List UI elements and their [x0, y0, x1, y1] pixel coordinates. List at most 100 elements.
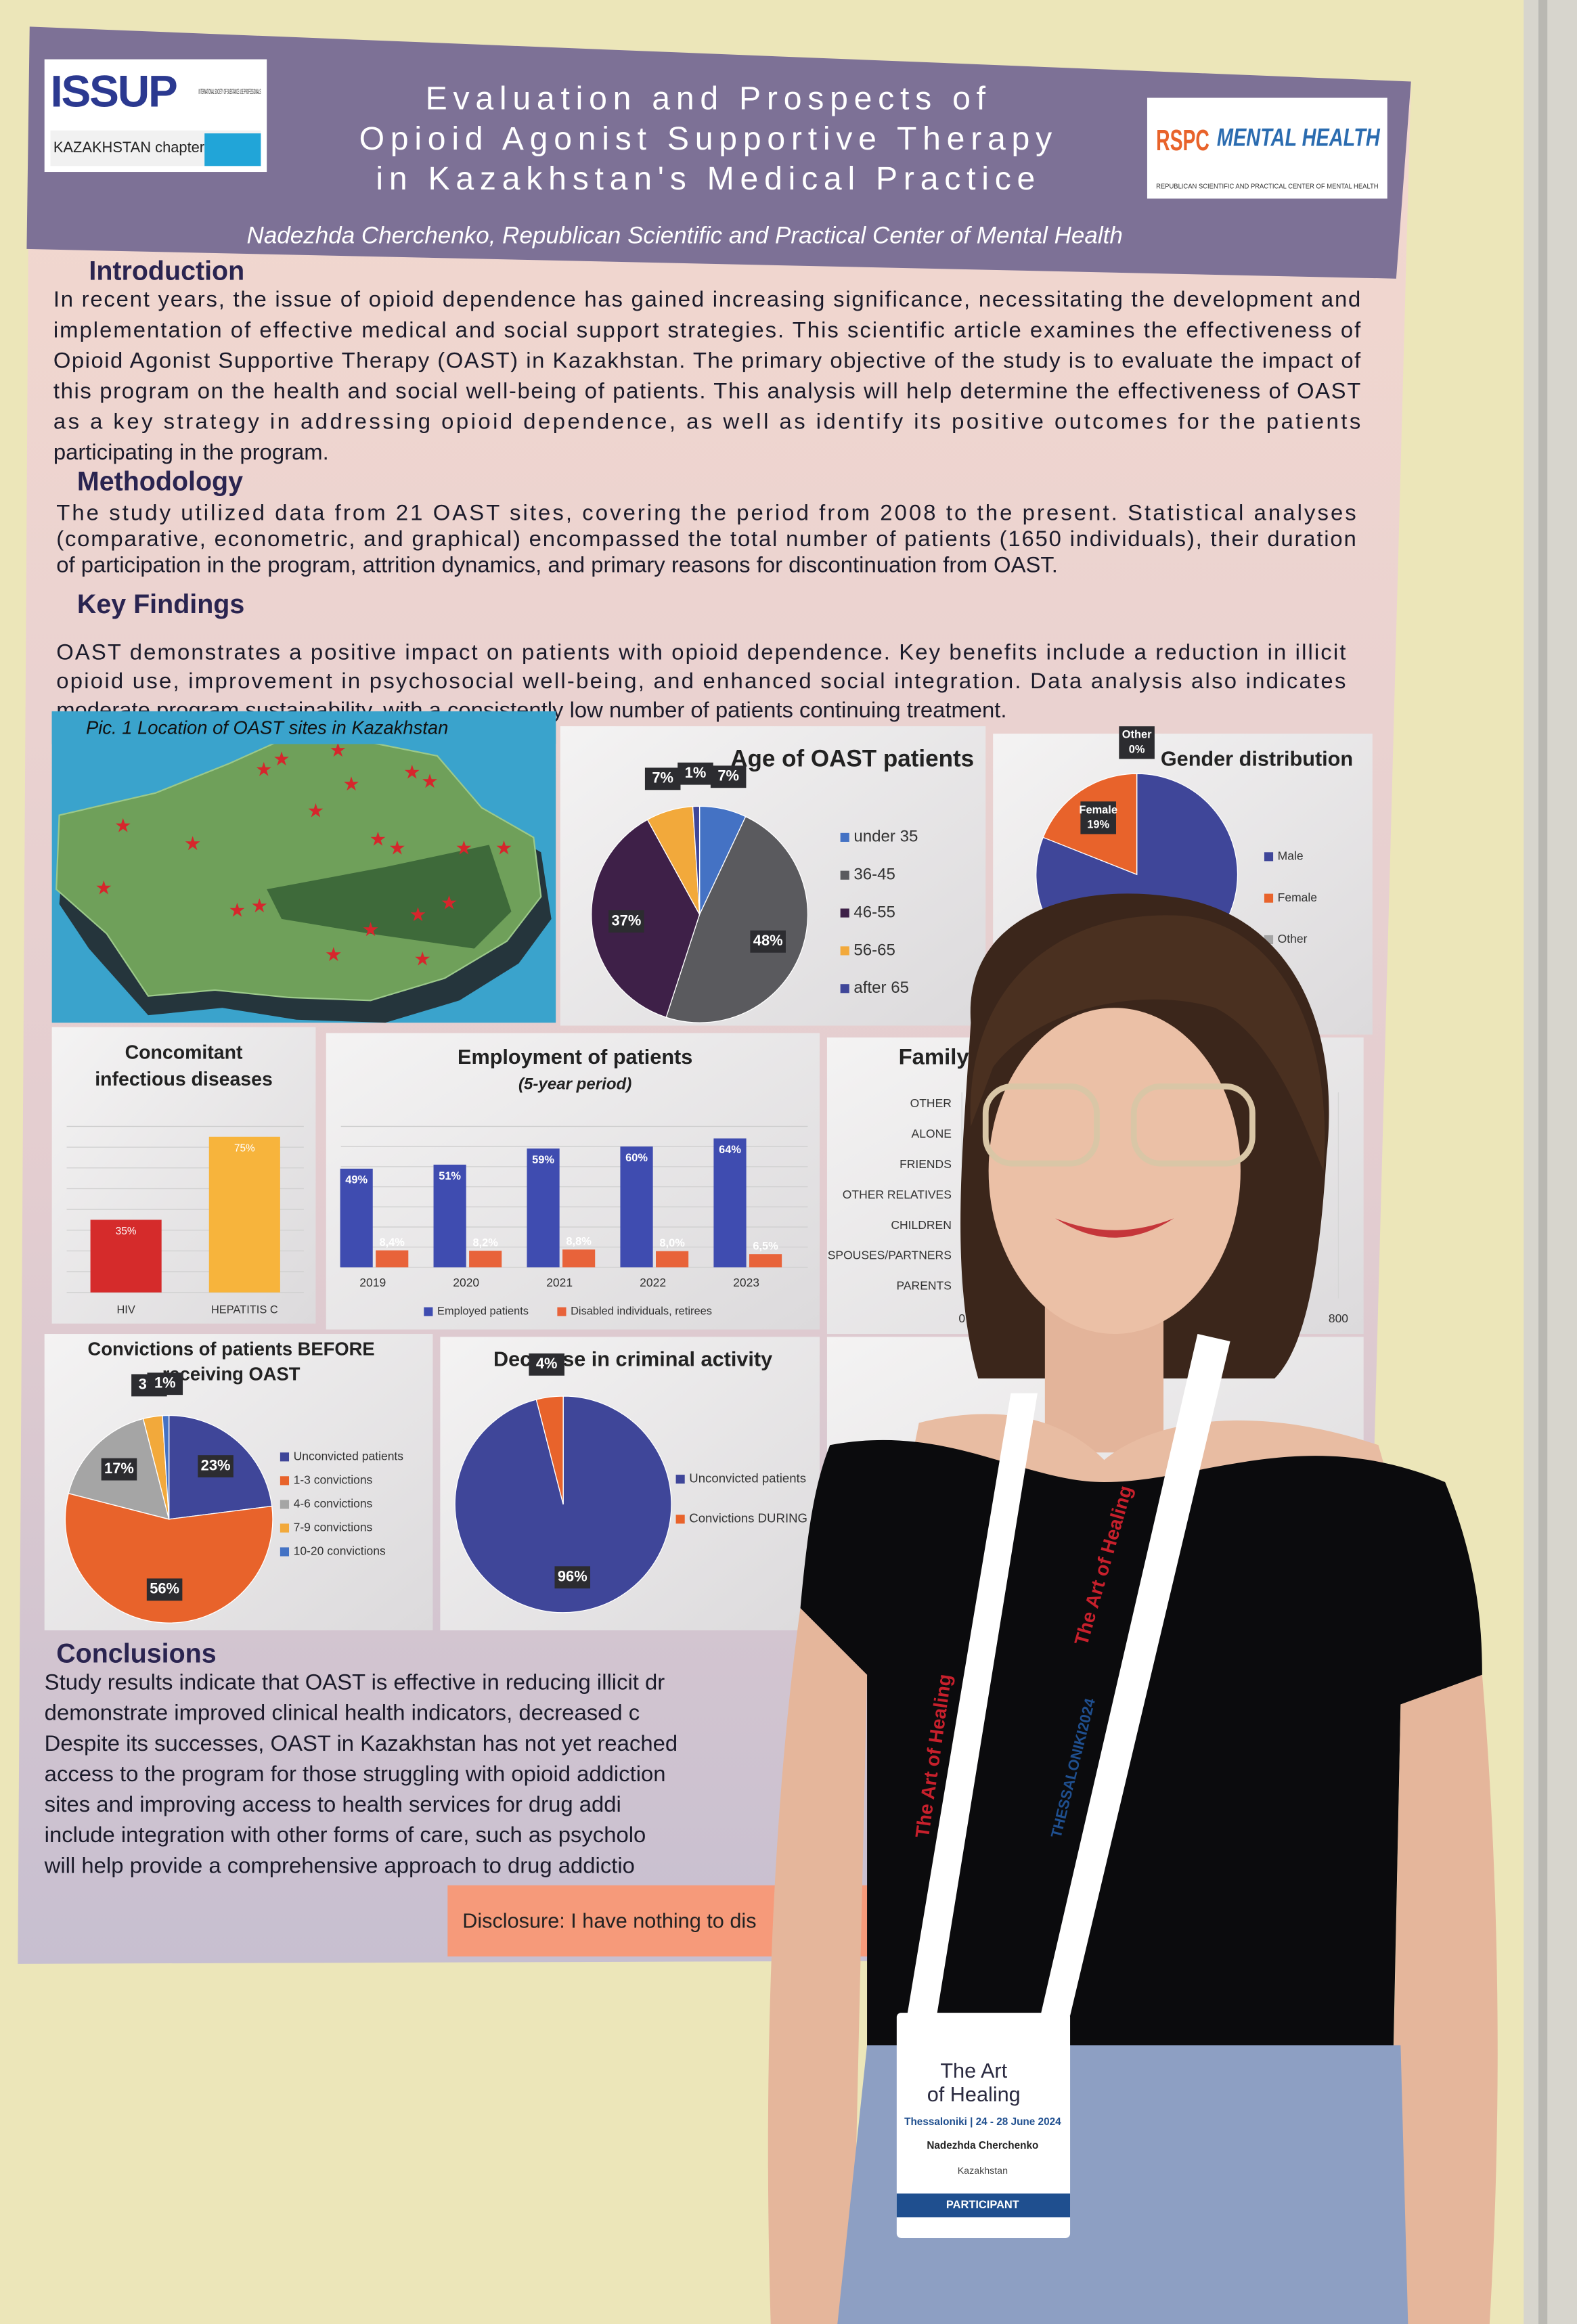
pie-slice [591, 819, 701, 1019]
map-site-star: ★ [250, 895, 268, 917]
poster-author: Nadezhda Cherchenko, Republican Scientif… [247, 223, 1123, 249]
bar [208, 1136, 280, 1293]
logo-issup-subtitle: INTERNATIONAL SOCIETY OF SUBSTANCE USE P… [198, 88, 261, 96]
data-label-box [608, 910, 644, 933]
chart-subtitle: (5-year period) [518, 1075, 631, 1093]
map-site-star: ★ [421, 771, 439, 792]
data-label-box [554, 1566, 591, 1589]
badge-name: Nadezhda Cherchenko [927, 2140, 1038, 2151]
pie-slice [162, 1414, 170, 1519]
data-label: 35% [116, 1226, 137, 1237]
poster-title: in Kazakhstan's Medical Practice [376, 160, 1041, 197]
legend-label: 46-55 [853, 903, 895, 921]
data-label: 59% [532, 1154, 554, 1166]
map-site-star: ★ [495, 837, 513, 859]
chart-title: infectious diseases [95, 1069, 273, 1090]
bar [527, 1148, 560, 1268]
partition-edge [1538, 0, 1548, 2324]
legend-label: under 35 [853, 828, 918, 846]
map-site-star: ★ [342, 774, 360, 795]
data-label: 7% [717, 767, 739, 784]
legend-label: 4-6 convictions [294, 1497, 373, 1511]
legend-swatch [424, 1307, 433, 1316]
x-tick-label: 0 [958, 1312, 965, 1325]
lanyard-left [907, 1393, 1038, 2016]
bar [656, 1251, 689, 1268]
logo-rspc: RSPC [1156, 124, 1209, 157]
legend-swatch [557, 1307, 567, 1316]
paragraph-line: sites and improving access to health ser… [45, 1791, 621, 1816]
badge-dates: Thessaloniki | 24 - 28 June 2024 [904, 2116, 1061, 2128]
logo-issup: ISSUP [50, 67, 177, 116]
legend-label: 36-45 [853, 866, 895, 884]
chart-title: Gender distribution [1161, 748, 1353, 771]
bar [469, 1251, 502, 1268]
map-caption: Pic. 1 Location of OAST sites in Kazakhs… [86, 717, 448, 738]
map-site-star: ★ [273, 748, 290, 770]
x-tick-label: 2019 [359, 1276, 386, 1289]
bar [749, 1254, 782, 1268]
x-tick-label: 2020 [453, 1276, 479, 1289]
map-site-star: ★ [229, 899, 246, 921]
logo-chapter: KAZAKHSTAN chapter [53, 139, 204, 156]
data-label: 49% [345, 1174, 368, 1186]
legend-label: Unconvicted patients [689, 1471, 806, 1485]
map-site-star: ★ [403, 762, 421, 784]
bar [340, 1168, 373, 1268]
data-label-box [101, 1458, 137, 1481]
map-site-star: ★ [456, 837, 473, 859]
section-heading: Key Findings [77, 589, 244, 619]
logo-mental-health: MENTAL HEALTH [1217, 123, 1381, 152]
bar [562, 1249, 596, 1268]
map-site-star: ★ [184, 833, 202, 855]
data-label: 8,4% [380, 1236, 405, 1249]
map-caption-bg [51, 711, 556, 744]
legend-label: after 65 [853, 979, 909, 997]
y-tick-label: CHILDREN [891, 1218, 951, 1232]
legend-label: Employed patients [437, 1305, 529, 1318]
data-label: 6,5% [753, 1241, 778, 1253]
legend-swatch [840, 832, 849, 842]
data-label-box [147, 1372, 183, 1395]
data-label: 23% [201, 1456, 231, 1473]
data-label-box [710, 765, 747, 788]
y-tick-label: SPOUSES/PARTNERS [828, 1249, 952, 1262]
legend-swatch [1264, 852, 1274, 862]
logo-right [1147, 97, 1387, 199]
data-label: 0% [1129, 744, 1145, 756]
map-region [267, 845, 512, 949]
arm-left [768, 1608, 868, 2324]
poster-title: Evaluation and Prospects of [426, 81, 992, 117]
y-tick-label: PARENTS [897, 1279, 952, 1293]
legend-swatch [675, 1475, 685, 1484]
pie-slice [665, 815, 809, 1023]
data-label-box [146, 1578, 183, 1601]
legend-label: Convictions DURING OAST [689, 1511, 845, 1525]
legend-swatch [1264, 893, 1274, 903]
paragraph-line: opioid use, improvement in psychosocial … [56, 668, 1346, 693]
paragraph-line: access to the program for those struggli… [45, 1761, 666, 1786]
y-tick-label: OTHER RELATIVES [843, 1188, 952, 1201]
legend-label: Disabled individuals, retirees [571, 1305, 712, 1318]
bar [620, 1146, 653, 1268]
pie-slice [64, 1492, 273, 1624]
paragraph-line: will help provide a comprehensive approa… [44, 1852, 635, 1877]
smile [1055, 1218, 1174, 1238]
legend-label: Unconvicted patients [294, 1449, 404, 1462]
section-heading: Conclusions [56, 1639, 216, 1669]
legend-label: Other [1278, 932, 1308, 945]
data-label: 51% [439, 1170, 461, 1182]
header-band [26, 26, 1411, 279]
x-tick-label: HIV [116, 1303, 135, 1316]
data-label: 7% [652, 769, 673, 786]
data-label-name: Other [1122, 729, 1152, 741]
paragraph-line: demonstrate improved clinical health ind… [45, 1700, 640, 1725]
lanyard-right [1040, 1334, 1230, 2016]
face [988, 1008, 1241, 1335]
paragraph-line: Opioid Agonist Supportive Therapy (OAST)… [53, 347, 1361, 372]
data-label: 19% [1087, 819, 1109, 831]
x-tick-label: HEPATITIS C [211, 1303, 278, 1316]
section-heading: Methodology [77, 466, 243, 496]
map-site-star: ★ [370, 828, 387, 850]
